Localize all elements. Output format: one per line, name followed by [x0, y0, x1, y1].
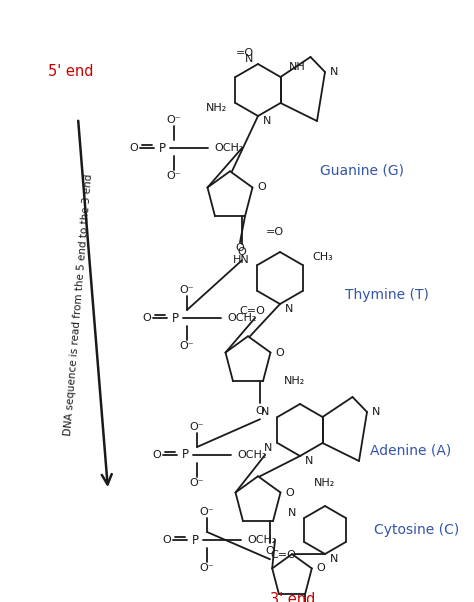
Text: O: O [153, 450, 161, 460]
Text: O: O [236, 243, 245, 253]
Text: O: O [285, 488, 294, 497]
Text: N: N [330, 67, 338, 77]
Text: O: O [237, 247, 246, 257]
Text: C=O: C=O [239, 306, 265, 316]
Text: N: N [261, 407, 270, 417]
Text: O⁻: O⁻ [167, 171, 182, 181]
Text: 3' end: 3' end [270, 592, 315, 602]
Text: NH₂: NH₂ [314, 478, 336, 488]
Text: O⁻: O⁻ [190, 478, 204, 488]
Text: P: P [182, 448, 189, 462]
Text: NH₂: NH₂ [206, 103, 228, 113]
Text: N: N [263, 116, 272, 126]
Text: OCH₂: OCH₂ [227, 313, 256, 323]
Text: 5' end: 5' end [48, 64, 93, 79]
Text: N: N [285, 304, 293, 314]
Text: N: N [305, 456, 313, 466]
Text: N: N [330, 554, 338, 564]
Text: HN: HN [233, 255, 249, 265]
Text: OCH₂: OCH₂ [237, 450, 266, 460]
Text: NH₂: NH₂ [284, 376, 306, 386]
Text: O: O [129, 143, 138, 153]
Text: O: O [265, 546, 274, 556]
Text: Thymine (T): Thymine (T) [345, 288, 429, 302]
Text: O: O [317, 563, 326, 573]
Text: O⁻: O⁻ [180, 285, 194, 295]
Text: OCH₂: OCH₂ [247, 535, 276, 545]
Text: O⁻: O⁻ [200, 507, 214, 517]
Text: N: N [288, 508, 296, 518]
Text: Adenine (A): Adenine (A) [370, 443, 451, 457]
Text: =O: =O [236, 48, 254, 58]
Text: O: O [275, 347, 284, 358]
Text: CH₃: CH₃ [312, 252, 333, 262]
Text: O: O [163, 535, 172, 545]
Text: O: O [257, 182, 266, 193]
Text: Cytosine (C): Cytosine (C) [374, 523, 459, 537]
Text: O: O [255, 406, 264, 416]
Text: O⁻: O⁻ [200, 563, 214, 573]
Text: N: N [264, 443, 273, 453]
Text: O⁻: O⁻ [190, 422, 204, 432]
Text: C=O: C=O [270, 550, 296, 560]
Text: O⁻: O⁻ [167, 115, 182, 125]
Text: O⁻: O⁻ [180, 341, 194, 351]
Text: P: P [172, 311, 179, 324]
Text: N: N [372, 407, 380, 417]
Text: Guanine (G): Guanine (G) [320, 163, 404, 177]
Text: N: N [245, 54, 253, 64]
Text: DNA sequence is read from the 5 end to the 3 end: DNA sequence is read from the 5 end to t… [64, 174, 95, 436]
Text: NH: NH [289, 62, 305, 72]
Text: OCH₂: OCH₂ [214, 143, 243, 153]
Text: O: O [143, 313, 151, 323]
Text: P: P [158, 141, 165, 155]
Text: =O: =O [266, 227, 284, 237]
Text: P: P [191, 533, 199, 547]
